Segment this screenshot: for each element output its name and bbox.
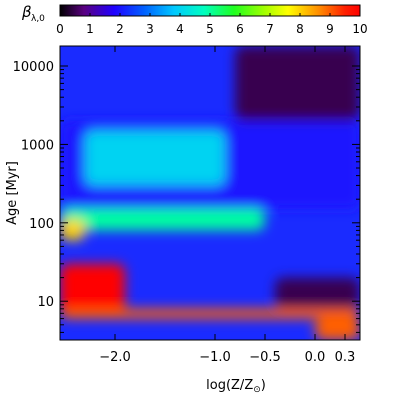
colorbar-tick-label: 3 (146, 22, 154, 36)
colorbar-tick-label: 2 (116, 22, 124, 36)
colorbar-tick-label: 4 (176, 22, 184, 36)
y-tick-label: 100 (29, 217, 54, 232)
x-tick-label: −0.5 (249, 350, 281, 365)
heatmap-region (60, 308, 360, 319)
colorbar-tick-label: 9 (326, 22, 334, 36)
colorbar-tick-label: 8 (296, 22, 304, 36)
colorbar-label-subscript: λ,0 (31, 14, 45, 24)
colorbar-tick-label: 10 (352, 22, 367, 36)
heatmap-region (235, 46, 360, 121)
y-tick-label: 10 (37, 295, 54, 310)
colorbar-tick-label: 0 (56, 22, 64, 36)
y-axis-ticks: 10 100 1000 10000 (13, 60, 360, 333)
heatmap-region (60, 209, 265, 231)
colorbar-label: β (21, 3, 32, 21)
y-axis-label: Age [Myr] (5, 161, 20, 225)
heatmap-region (85, 130, 225, 186)
x-tick-label: −1.0 (199, 350, 231, 365)
x-tick-label: 0.3 (335, 350, 356, 365)
y-tick-label: 10000 (13, 60, 54, 75)
x-axis-label: log(Z/Z⊙) (206, 378, 266, 395)
heatmap-regions (60, 46, 360, 340)
colorbar-tick-label: 1 (86, 22, 94, 36)
heatmap-region (275, 277, 360, 309)
colorbar-tick-label: 6 (236, 22, 244, 36)
heatmap-region (60, 263, 125, 314)
colorbar-tick-label: 5 (206, 22, 214, 36)
colorbar-tick-label: 7 (266, 22, 274, 36)
heatmap-plot (60, 46, 360, 340)
x-axis-ticks: −2.0 −1.0 −0.5 0.0 0.3 (99, 46, 355, 365)
colorbar: β λ,0 0 1 2 3 4 5 6 7 8 9 10 (21, 3, 368, 36)
heatmap-region (315, 318, 360, 340)
heatmap-region (60, 219, 85, 241)
x-tick-label: 0.0 (305, 350, 326, 365)
colorbar-ticks: 0 1 2 3 4 5 6 7 8 9 10 (56, 13, 368, 36)
x-tick-label: −2.0 (99, 350, 131, 365)
y-tick-label: 1000 (21, 138, 54, 153)
plot-frame (59, 45, 361, 341)
